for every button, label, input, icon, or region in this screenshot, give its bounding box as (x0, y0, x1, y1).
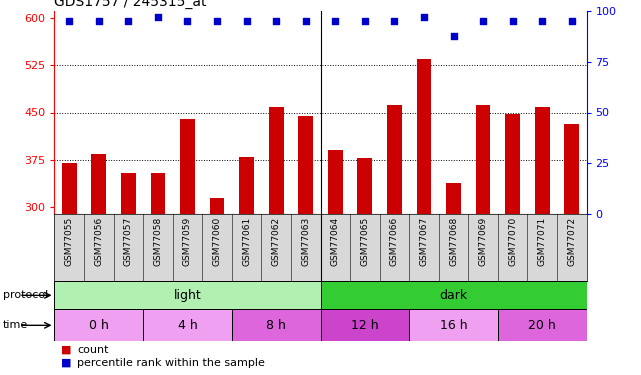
Point (301, 18, 311, 24)
Point (537, 18, 547, 24)
Bar (210, 198, 224, 375)
Text: dark: dark (440, 289, 467, 302)
Text: light: light (174, 289, 201, 302)
Point (448, 33, 458, 39)
Bar (446, 183, 461, 375)
Text: GSM77072: GSM77072 (567, 217, 576, 266)
Bar (54, 309, 143, 341)
Text: 16 h: 16 h (440, 319, 467, 332)
Bar (417, 59, 431, 375)
Text: 12 h: 12 h (351, 319, 379, 332)
Text: GSM77068: GSM77068 (449, 217, 458, 266)
Point (271, 18, 281, 24)
Point (330, 18, 340, 24)
Bar (151, 172, 165, 375)
Point (64, 18, 74, 24)
Bar (143, 309, 232, 341)
Text: GSM77063: GSM77063 (301, 217, 310, 266)
Bar (121, 172, 136, 375)
Text: time: time (3, 320, 28, 330)
Text: ■: ■ (61, 345, 71, 355)
Bar (232, 309, 320, 341)
Text: GSM77062: GSM77062 (272, 217, 281, 266)
Text: 20 h: 20 h (528, 319, 556, 332)
Point (212, 18, 222, 24)
Point (153, 14, 163, 20)
Text: GSM77065: GSM77065 (360, 217, 369, 266)
Point (567, 18, 577, 24)
Point (478, 18, 488, 24)
Bar (564, 124, 579, 375)
Text: GSM77060: GSM77060 (213, 217, 222, 266)
Text: GSM77071: GSM77071 (538, 217, 547, 266)
Bar (505, 114, 520, 375)
Bar (498, 309, 587, 341)
Bar (535, 107, 549, 375)
Text: GSM77064: GSM77064 (331, 217, 340, 266)
Text: ■: ■ (61, 358, 71, 368)
Bar (62, 163, 77, 375)
Bar (92, 154, 106, 375)
Text: GSM77056: GSM77056 (94, 217, 103, 266)
Bar (387, 105, 402, 375)
Bar (476, 105, 490, 375)
Bar (180, 119, 195, 375)
Text: count: count (77, 345, 108, 355)
Point (123, 18, 133, 24)
Bar (320, 281, 587, 309)
Bar (358, 158, 372, 375)
Point (508, 18, 518, 24)
Point (242, 18, 252, 24)
Text: GSM77059: GSM77059 (183, 217, 192, 266)
Text: percentile rank within the sample: percentile rank within the sample (77, 358, 265, 368)
Text: GSM77061: GSM77061 (242, 217, 251, 266)
Text: GDS1757 / 245315_at: GDS1757 / 245315_at (54, 0, 207, 9)
Bar (269, 107, 283, 375)
Bar (298, 116, 313, 375)
Point (419, 14, 429, 20)
Bar (409, 309, 498, 341)
Text: 0 h: 0 h (89, 319, 109, 332)
Bar (54, 281, 320, 309)
Text: GSM77069: GSM77069 (479, 217, 488, 266)
Text: 4 h: 4 h (178, 319, 197, 332)
Text: GSM77058: GSM77058 (153, 217, 162, 266)
Text: GSM77057: GSM77057 (124, 217, 133, 266)
Point (183, 18, 193, 24)
Text: GSM77067: GSM77067 (419, 217, 428, 266)
Text: GSM77066: GSM77066 (390, 217, 399, 266)
Bar (328, 150, 343, 375)
Point (94, 18, 104, 24)
Text: GSM77070: GSM77070 (508, 217, 517, 266)
Point (360, 18, 370, 24)
Text: 8 h: 8 h (266, 319, 286, 332)
Point (389, 18, 399, 24)
Text: protocol: protocol (3, 290, 49, 300)
Bar (239, 157, 254, 375)
Bar (320, 309, 409, 341)
Text: GSM77055: GSM77055 (65, 217, 74, 266)
